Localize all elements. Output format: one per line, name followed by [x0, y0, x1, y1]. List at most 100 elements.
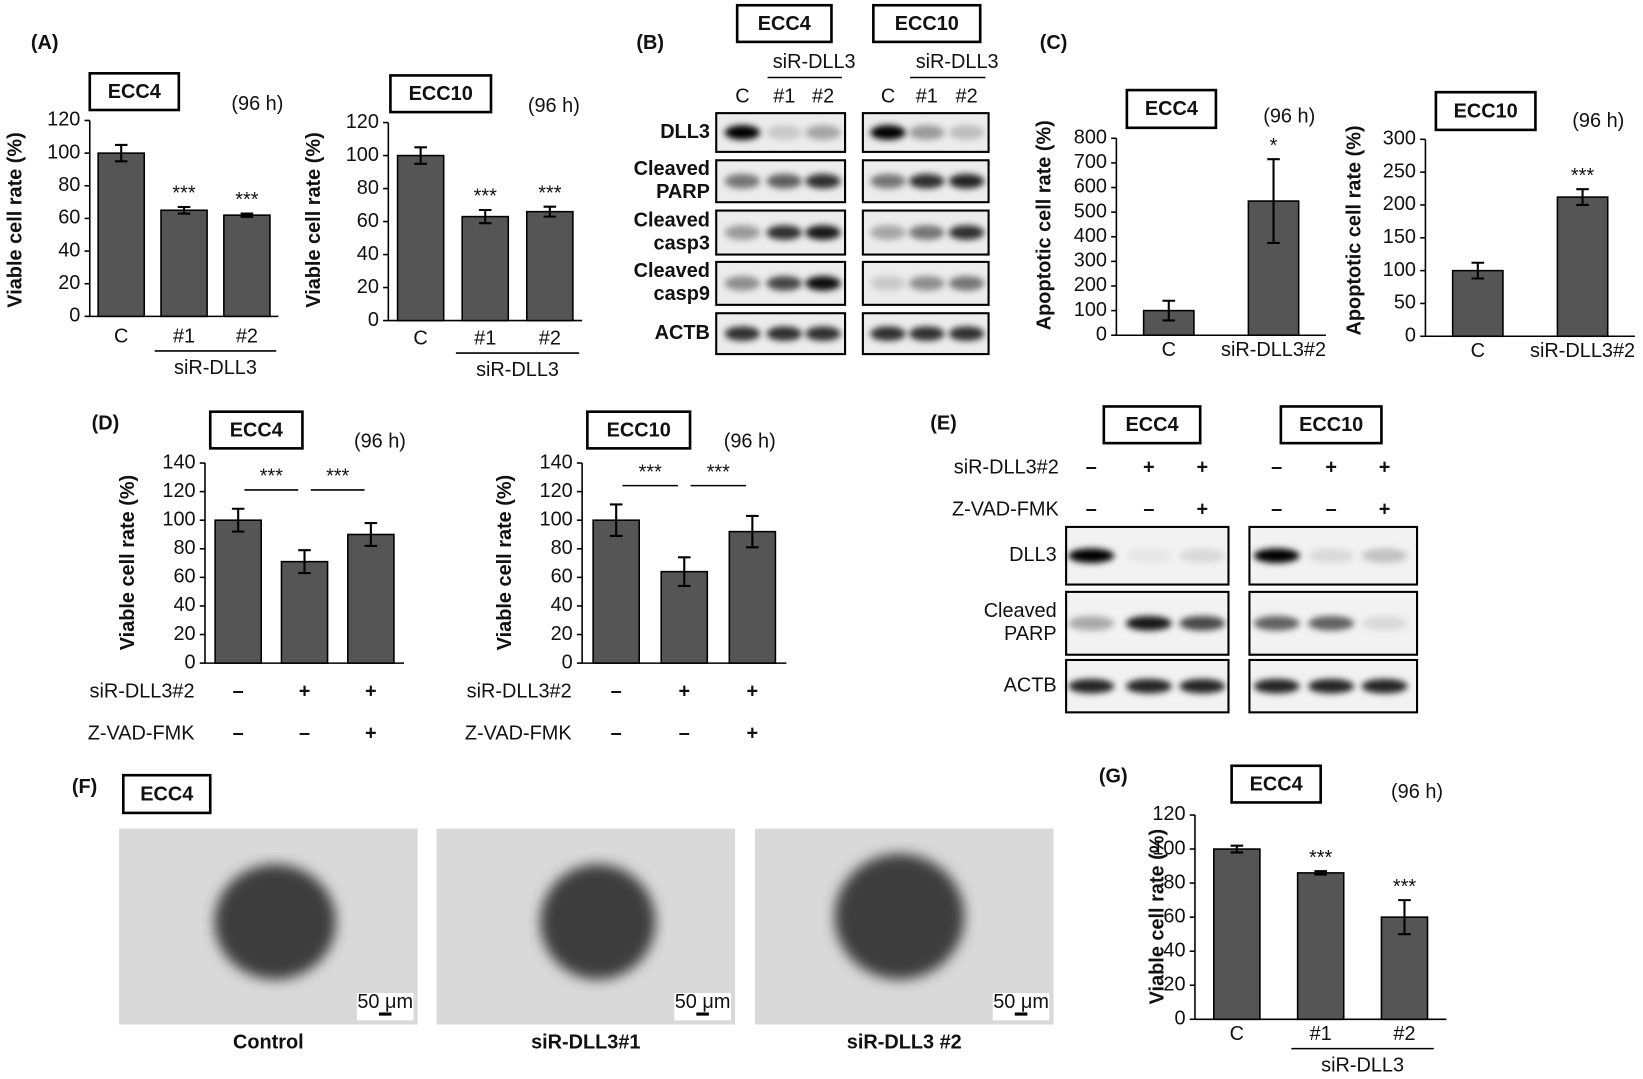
- band: [948, 225, 985, 240]
- y-tick-label: 80: [173, 537, 195, 559]
- band: [724, 326, 761, 341]
- title: ECC4: [758, 13, 811, 35]
- y-tick-label: 200: [1074, 274, 1107, 296]
- band: [1253, 548, 1300, 564]
- band: [908, 225, 945, 240]
- scale-bar-label: 50 μm: [357, 991, 413, 1013]
- y-axis-label: Viable cell rate (%): [494, 475, 516, 650]
- y-tick-label: 700: [1074, 151, 1107, 173]
- treatment: siR-DLL3: [773, 51, 856, 73]
- subtitle: (96 h): [231, 93, 283, 115]
- row-label: ACTB: [655, 322, 710, 344]
- x-tick-label: C: [1230, 1023, 1244, 1045]
- band: [1361, 615, 1408, 631]
- title-box: [208, 410, 304, 450]
- error-bar: [240, 212, 254, 218]
- band: [1179, 615, 1226, 631]
- y-tick-label: 300: [1383, 128, 1416, 150]
- x-tick-label: #2: [539, 328, 561, 350]
- title: ECC4: [1250, 773, 1303, 795]
- treatment: siR-DLL3: [916, 51, 999, 73]
- title-box: [586, 410, 692, 450]
- y-tick-label: 60: [551, 566, 573, 588]
- significance-label: *: [1270, 135, 1278, 157]
- y-tick-label: 0: [368, 309, 379, 331]
- condition-mark: –: [1143, 498, 1154, 520]
- subtitle: (96 h): [528, 95, 580, 117]
- subtitle: (96 h): [1263, 106, 1315, 128]
- axis: [387, 122, 583, 322]
- y-tick-label: 400: [1074, 225, 1107, 247]
- significance-label: ***: [172, 183, 195, 205]
- y-tick-label: 120: [540, 480, 573, 502]
- title-box: [1230, 764, 1322, 804]
- bar: [525, 210, 574, 322]
- band: [1068, 615, 1115, 631]
- band: [724, 125, 761, 140]
- y-tick-label: 120: [346, 111, 379, 133]
- bar: [396, 154, 445, 322]
- title: ECC4: [230, 419, 283, 441]
- y-tick-label: 20: [1163, 973, 1185, 995]
- y-tick-label: 0: [1096, 323, 1107, 345]
- y-tick-label: 50: [1394, 292, 1416, 314]
- significance-label: ***: [707, 461, 730, 483]
- subtitle: (96 h): [1391, 781, 1443, 803]
- y-tick-label: 80: [1163, 871, 1185, 893]
- title: ECC10: [1299, 414, 1363, 436]
- band: [1125, 615, 1172, 631]
- x-tick-label: #2: [1393, 1023, 1415, 1045]
- y-tick-label: 150: [1383, 226, 1416, 248]
- band: [870, 326, 906, 341]
- condition-mark: –: [611, 681, 622, 703]
- error-bar: [177, 205, 191, 215]
- condition-mark: –: [1271, 498, 1282, 520]
- band: [1068, 548, 1115, 564]
- title-box: [389, 74, 493, 114]
- error-bar: [1230, 844, 1244, 854]
- band: [766, 326, 803, 341]
- panel-label: (B): [636, 32, 664, 54]
- x-tick-label: #1: [474, 328, 496, 350]
- condition-mark: +: [1379, 498, 1391, 520]
- x-tick-label: #1: [173, 326, 195, 348]
- condition-mark: –: [1086, 457, 1097, 479]
- error-bar: [1314, 870, 1327, 876]
- x-tick-label: C: [1162, 339, 1176, 361]
- band: [1361, 548, 1408, 564]
- error-bar: [1471, 261, 1485, 280]
- band: [1253, 678, 1300, 694]
- spheroid: [834, 853, 965, 980]
- error-bar: [114, 143, 128, 163]
- error-bar: [609, 503, 623, 537]
- y-tick-label: 60: [173, 566, 195, 588]
- title: ECC10: [1454, 100, 1518, 122]
- band: [766, 276, 803, 291]
- y-tick-label: 100: [540, 508, 573, 530]
- y-tick-label: 0: [1174, 1008, 1185, 1030]
- y-tick-label: 120: [162, 480, 195, 502]
- bar: [223, 214, 271, 318]
- y-tick-label: 120: [1152, 803, 1185, 825]
- significance-label: ***: [1393, 876, 1416, 898]
- error-bar: [543, 205, 557, 218]
- y-axis-label: Viable cell rate (%): [303, 132, 325, 307]
- band: [1125, 548, 1172, 564]
- y-tick-label: 120: [47, 109, 80, 131]
- row-label: Cleaved: [634, 158, 710, 180]
- x-tick-label: C: [1471, 340, 1485, 362]
- y-tick-label: 100: [1074, 299, 1107, 321]
- condition-mark: +: [747, 681, 759, 703]
- band: [1308, 678, 1355, 694]
- bar: [280, 560, 329, 664]
- condition-name: Z-VAD-FMK: [465, 723, 573, 745]
- significance-label: ***: [1309, 847, 1332, 869]
- band: [805, 326, 841, 341]
- significance-label: ***: [235, 189, 258, 211]
- title-box: [1125, 88, 1218, 130]
- subtitle: (96 h): [1572, 110, 1624, 132]
- x-tick-label: C: [114, 326, 128, 348]
- condition-mark: +: [678, 681, 690, 703]
- band: [1125, 678, 1172, 694]
- bar: [214, 519, 263, 664]
